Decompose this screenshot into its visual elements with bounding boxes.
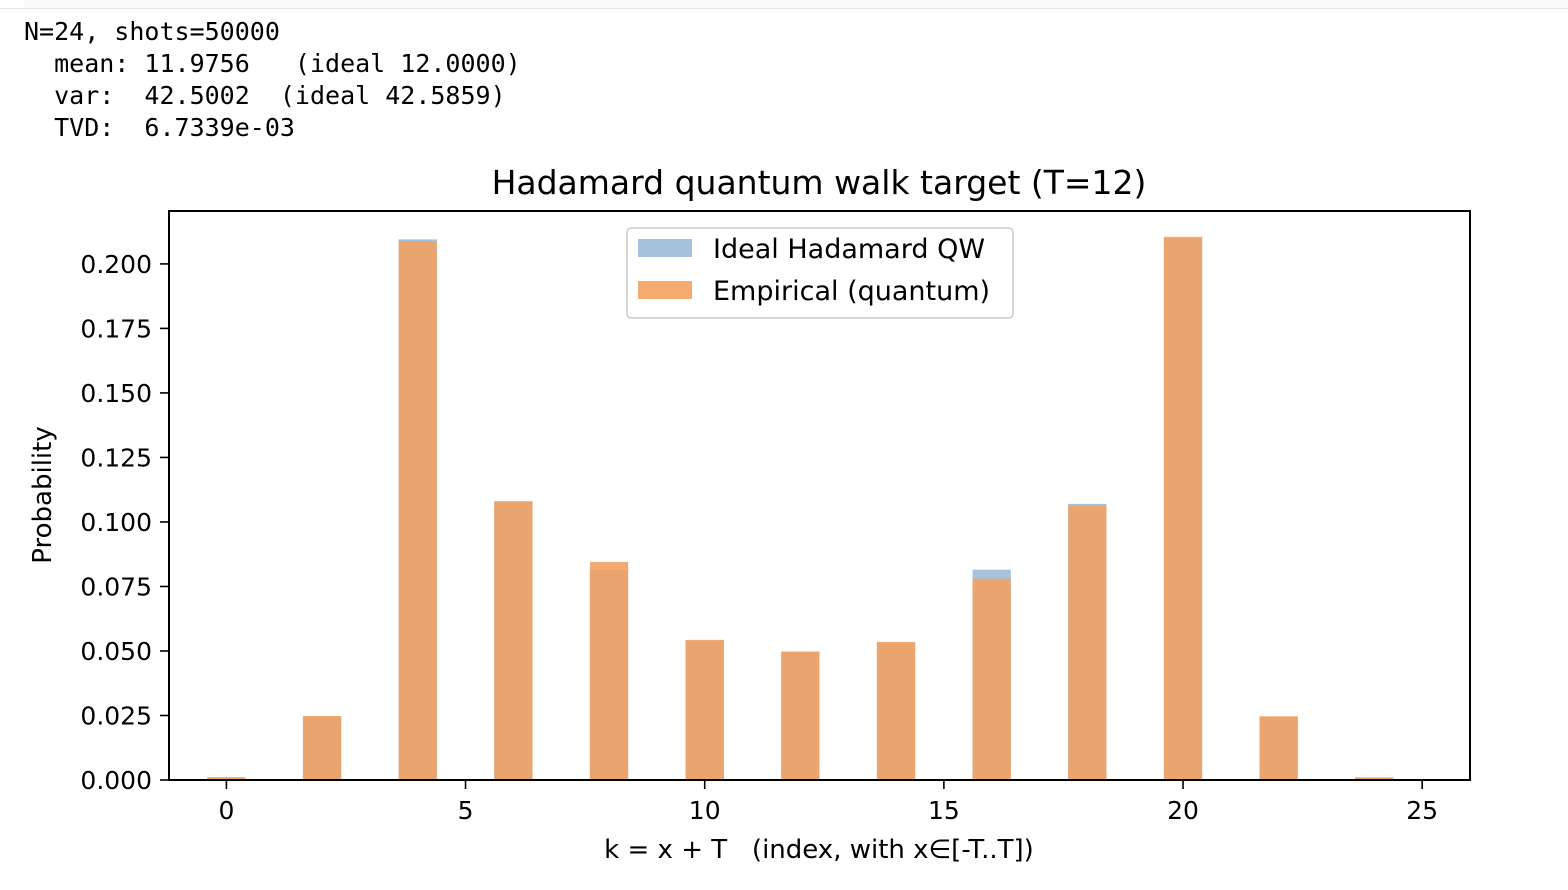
plot-frame xyxy=(168,210,1471,781)
x-axis: 0 5 10 15 20 25 xyxy=(218,780,1438,825)
y-tick-label: 0.125 xyxy=(80,443,152,472)
y-tick-label: 0.200 xyxy=(80,250,152,279)
x-tick-label: 25 xyxy=(1406,796,1438,825)
bar-empirical-22 xyxy=(1259,716,1298,780)
x-axis-label: k = x + T (index, with x∈[-T..T]) xyxy=(604,835,1034,865)
x-tick-label: 5 xyxy=(458,796,474,825)
y-tick-label: 0.100 xyxy=(80,508,152,537)
bar-empirical-4 xyxy=(398,241,437,780)
bar-empirical-8 xyxy=(589,561,629,780)
output-line-3: var: 42.5002 (ideal 42.5859) xyxy=(24,81,506,110)
cell-output-text: N=24, shots=50000 mean: 11.9756 (ideal 1… xyxy=(24,16,521,144)
bar-empirical-14 xyxy=(876,641,916,780)
bar-empirical-2 xyxy=(302,716,342,780)
legend: Ideal Hadamard QW Empirical (quantum) xyxy=(626,227,1014,319)
bar-empirical-20 xyxy=(1163,236,1203,780)
x-tick-label: 10 xyxy=(689,796,721,825)
legend-swatch-empirical xyxy=(638,281,692,299)
bar-empirical-12 xyxy=(781,651,820,780)
cell-top-border xyxy=(0,0,1568,9)
output-line-2: mean: 11.9756 (ideal 12.0000) xyxy=(24,49,521,78)
legend-label-empirical: Empirical (quantum) xyxy=(713,276,990,307)
y-tick-label: 0.000 xyxy=(80,766,152,795)
chart-title: Hadamard quantum walk target (T=12) xyxy=(492,163,1147,202)
y-tick-label: 0.025 xyxy=(80,701,152,730)
histogram-chart: Hadamard quantum walk target (T=12) 0.00… xyxy=(28,163,1471,865)
bar-empirical-24 xyxy=(1355,777,1394,780)
bars-group xyxy=(207,236,1394,781)
output-line-1: N=24, shots=50000 xyxy=(24,17,280,46)
bar-empirical-18 xyxy=(1068,505,1107,780)
x-tick-label: 15 xyxy=(928,796,960,825)
y-axis: 0.000 0.025 0.050 0.075 0.100 0.125 0.150 0.175… xyxy=(80,250,169,795)
output-line-4: TVD: 6.7339e-03 xyxy=(24,113,295,142)
y-axis-label: Probability xyxy=(28,426,58,563)
bar-empirical-0 xyxy=(207,777,246,780)
x-tick-label: 20 xyxy=(1167,796,1199,825)
bar-empirical-6 xyxy=(494,501,533,780)
y-tick-label: 0.150 xyxy=(80,379,152,408)
cell-top-gap xyxy=(0,0,24,8)
legend-label-ideal: Ideal Hadamard QW xyxy=(713,234,985,265)
bar-empirical-16 xyxy=(972,578,1011,780)
y-tick-label: 0.075 xyxy=(80,572,152,601)
y-tick-label: 0.175 xyxy=(80,314,152,343)
y-tick-label: 0.050 xyxy=(80,637,152,666)
legend-swatch-ideal xyxy=(638,239,692,257)
x-tick-label: 0 xyxy=(218,796,234,825)
bar-empirical-10 xyxy=(685,639,724,780)
legend-frame xyxy=(626,227,1014,319)
